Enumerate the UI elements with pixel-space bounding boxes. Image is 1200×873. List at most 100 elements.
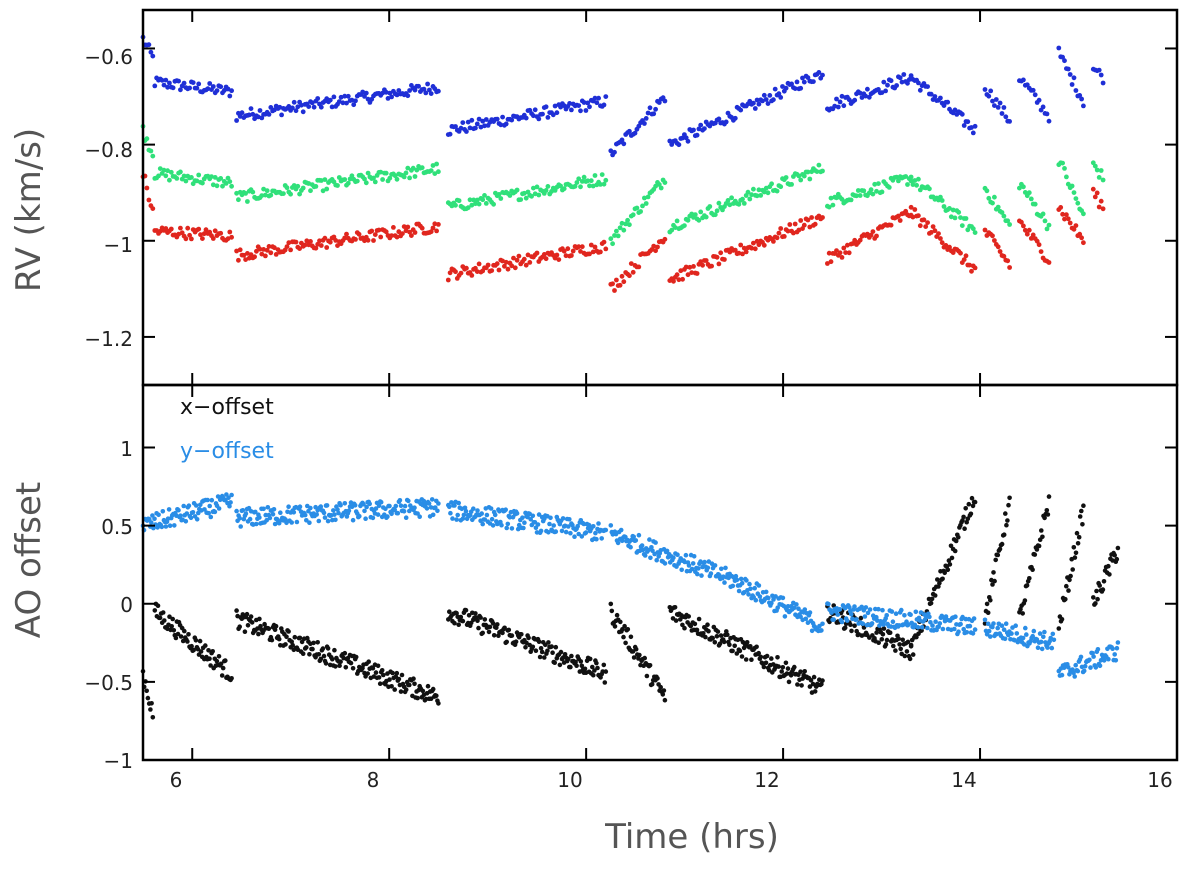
- point-1-1-2-56: [504, 525, 510, 531]
- point-0-0-7-24: [952, 107, 958, 113]
- point-1-1-2-73: [522, 520, 527, 525]
- point-1-0-2-47: [283, 642, 288, 647]
- point-0-0-3-50: [536, 116, 542, 122]
- point-0-0-3-67: [567, 101, 572, 106]
- point-0-1-1-17: [183, 178, 189, 184]
- point-1-1-2-81: [530, 513, 536, 519]
- point-0-0-3-18: [478, 124, 484, 130]
- point-1-0-5-92: [763, 660, 769, 666]
- point-0-0-2-29: [286, 104, 292, 109]
- top-panel-ticks: [143, 10, 1178, 385]
- point-0-1-3-84: [598, 182, 603, 187]
- point-1-0-2-95: [333, 664, 338, 669]
- point-1-1-1-55: [291, 510, 297, 515]
- point-0-2-6-18: [857, 237, 863, 243]
- point-0-1-4-6: [619, 220, 625, 226]
- point-1-0-9-20: [1039, 528, 1044, 533]
- point-1-0-5-126: [799, 683, 804, 688]
- point-0-0-5-82: [816, 70, 822, 75]
- point-1-1-2-72: [521, 525, 526, 531]
- point-0-2-3-32: [503, 259, 509, 265]
- point-1-1-1-147: [387, 503, 392, 509]
- point-0-0-2-45: [315, 96, 321, 101]
- point-0-2-10-3: [1062, 216, 1067, 222]
- point-1-1-5-66: [893, 611, 899, 616]
- point-0-2-2-112: [436, 222, 441, 227]
- point-0-1-3-25: [491, 201, 496, 207]
- point-0-2-7-27: [958, 250, 963, 256]
- point-0-2-3-45: [527, 260, 533, 265]
- point-0-2-5-80: [812, 221, 818, 227]
- point-0-2-2-21: [272, 245, 277, 251]
- point-0-2-9-5: [1026, 227, 1032, 233]
- point-1-0-6-26: [852, 623, 857, 628]
- point-0-2-7-9: [925, 220, 930, 226]
- point-1-0-5-113: [785, 666, 791, 671]
- point-0-1-3-78: [587, 183, 592, 189]
- point-1-0-6-56: [883, 642, 889, 647]
- point-0-1-2-71: [362, 176, 367, 182]
- xtick-label-8: 8: [367, 768, 380, 792]
- point-1-1-0-73: [216, 506, 222, 511]
- point-1-1-1-183: [424, 506, 430, 511]
- point-0-1-10-7: [1069, 183, 1075, 189]
- point-0-2-2-46: [317, 238, 322, 244]
- point-1-1-2-117: [568, 530, 573, 536]
- point-1-1-3-87: [699, 573, 704, 578]
- point-1-0-1-31: [185, 639, 190, 644]
- point-0-1-2-110: [432, 171, 438, 177]
- point-0-2-1-33: [212, 228, 218, 234]
- point-1-1-2-43: [490, 523, 496, 528]
- point-1-0-5-85: [756, 650, 761, 656]
- point-1-0-6-74: [902, 653, 908, 659]
- point-0-0-2-105: [423, 90, 429, 96]
- point-0-1-9-14: [1044, 226, 1050, 232]
- point-1-0-3-103: [553, 644, 559, 650]
- point-0-2-3-33: [505, 266, 511, 272]
- point-1-0-3-123: [574, 663, 579, 668]
- point-1-0-5-97: [769, 656, 774, 661]
- point-0-1-10-2: [1060, 160, 1065, 166]
- point-1-0-2-22: [257, 616, 262, 622]
- point-0-2-5-66: [787, 222, 793, 227]
- point-0-0-2-64: [349, 97, 355, 103]
- point-0-2-7-19: [943, 243, 949, 248]
- point-1-1-3-84: [696, 566, 701, 571]
- point-0-0-5-31: [723, 119, 729, 125]
- point-0-1-7-2: [912, 178, 918, 183]
- point-0-0-6-9: [841, 103, 847, 109]
- point-0-1-7-4: [916, 176, 921, 182]
- point-0-0-4-29: [662, 98, 668, 104]
- point-1-1-3-106: [719, 566, 724, 572]
- top-ytick-label-4: −1.2: [84, 327, 133, 351]
- point-0-0-2-106: [425, 81, 430, 87]
- point-0-0-5-74: [801, 79, 807, 85]
- point-0-1-9-15: [1046, 222, 1052, 228]
- point-0-1-3-38: [514, 187, 520, 193]
- point-0-1-6-24: [868, 187, 874, 193]
- point-0-1-6-28: [876, 181, 881, 187]
- point-0-0-2-66: [353, 98, 358, 104]
- xtick-label-6: 6: [170, 768, 183, 792]
- point-0-2-5-30: [722, 257, 727, 262]
- point-0-2-3-78: [587, 251, 592, 257]
- point-0-2-5-76: [805, 217, 811, 223]
- point-1-0-11-14: [1106, 563, 1111, 569]
- bottom-ytick-label-1: 1: [120, 437, 133, 461]
- point-1-1-3-83: [695, 571, 700, 577]
- point-1-1-1-123: [362, 508, 367, 514]
- point-0-0-5-36: [732, 115, 738, 121]
- point-0-2-2-68: [356, 231, 362, 237]
- point-1-0-6-68: [896, 636, 901, 641]
- point-1-0-2-54: [290, 642, 296, 648]
- point-1-0-9-5: [1022, 598, 1028, 603]
- point-1-0-2-159: [399, 672, 405, 678]
- point-0-2-9-2: [1021, 223, 1026, 229]
- point-1-1-5-6: [831, 617, 836, 622]
- point-0-0-2-104: [421, 86, 427, 92]
- point-1-0-8-10: [993, 557, 998, 563]
- point-1-0-2-140: [379, 668, 385, 673]
- point-1-0-5-83: [754, 644, 759, 650]
- point-0-1-11-4: [1098, 168, 1104, 173]
- point-0-2-0-3: [146, 197, 152, 203]
